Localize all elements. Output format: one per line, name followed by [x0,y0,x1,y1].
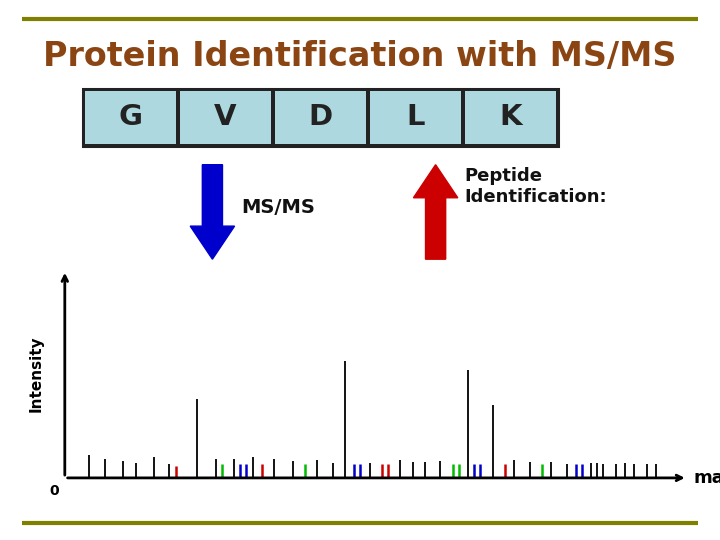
Text: MS/MS: MS/MS [241,198,315,218]
Bar [180,91,271,144]
Text: Intensity: Intensity [29,336,43,412]
Text: G: G [118,104,143,131]
Text: K: K [499,104,522,131]
Text: 0: 0 [49,484,59,498]
Text: D: D [308,104,333,131]
Text: Peptide
Identification:: Peptide Identification: [464,167,607,206]
Text: V: V [214,104,237,131]
Bar [465,91,556,144]
Text: mass: mass [693,469,720,487]
Bar [85,91,176,144]
Text: Protein Identification with MS/MS: Protein Identification with MS/MS [43,40,677,73]
FancyArrow shape [413,165,458,259]
Bar [83,89,558,146]
Bar [275,91,366,144]
Bar [370,91,461,144]
FancyArrow shape [190,165,235,259]
Text: L: L [406,104,425,131]
